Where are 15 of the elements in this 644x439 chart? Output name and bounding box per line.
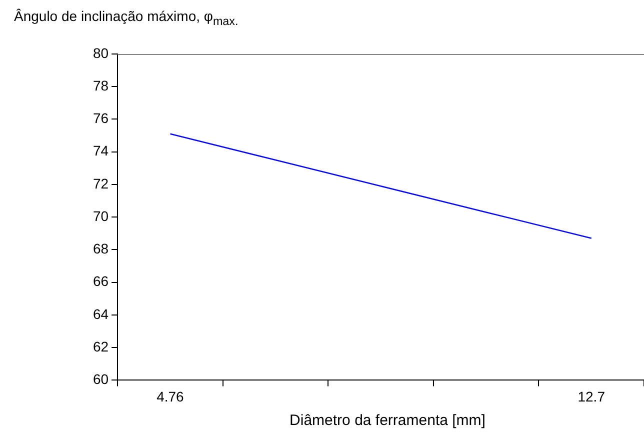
y-tick-label: 60	[92, 371, 109, 388]
y-tick-label: 62	[92, 338, 109, 354]
y-tick-label: 78	[92, 77, 109, 94]
x-tick-label: 12.7	[578, 388, 606, 404]
y-tick-label: 66	[92, 273, 109, 290]
x-tick-label: 4.76	[156, 388, 184, 404]
y-tick-label: 72	[92, 175, 109, 192]
y-tick-label: 74	[92, 142, 109, 159]
y-tick-label: 64	[92, 306, 109, 322]
x-axis-title: Diâmetro da ferramenta [mm]	[288, 412, 486, 429]
y-tick-label: 80	[92, 44, 109, 61]
y-tick-label: 68	[92, 240, 109, 257]
y-tick-label: 76	[92, 110, 109, 126]
chart-title: Ângulo de inclinação máximo, φ$_{max.}$	[14, 8, 238, 28]
y-tick-label: 70	[92, 208, 109, 224]
